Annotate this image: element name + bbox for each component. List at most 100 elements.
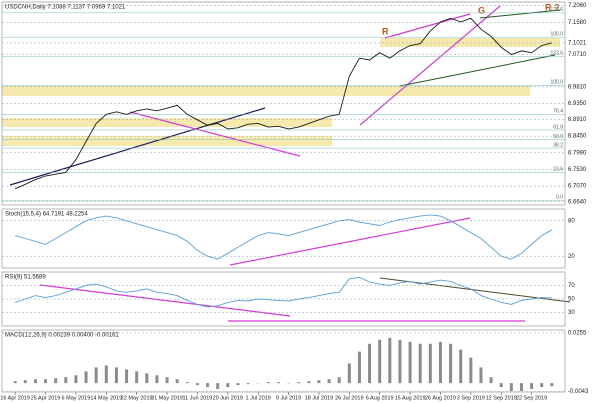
y-tick-label: 6.7070 [568,184,587,190]
x-tick-label: 31 May 2019 [151,395,183,401]
x-tick-label: 14 May 2019 [90,395,122,401]
x-tick-label: 26 Aug 2019 [425,395,456,401]
y-tick-label: 6.9810 [568,84,587,90]
fib-label: 123.6 [550,51,563,57]
bar [266,382,270,384]
trendline [384,13,471,39]
bar [337,377,341,384]
bar [388,337,392,384]
y-tick-label: 20 [568,254,575,260]
y-tick-label: 6.7530 [568,167,587,173]
annotation: R ? [545,2,560,12]
x-tick-label: 3 Sep 2019 [457,395,485,401]
y-tick-label: 6.7990 [568,150,587,156]
bar [74,375,78,384]
annotation: G [478,5,485,15]
series-line [15,276,552,308]
bar [135,371,139,384]
trendline [359,5,501,126]
bar [418,343,422,384]
bar [195,383,199,386]
trendline [39,284,291,317]
x-tick-label: 6 Aug 2019 [366,395,394,401]
bar [530,383,534,390]
fib-label: 61.8 [553,124,563,130]
bar [398,339,402,384]
bar [216,383,220,390]
bar [104,365,108,384]
panel-title: Stoch(15,5,4) 64.7191 48.2254 [5,212,88,218]
bar [64,377,68,384]
y-tick-label: 7.2060 [568,3,587,9]
bar [33,379,37,384]
bar [236,383,240,386]
panel-frame [1,208,566,269]
bar [84,371,88,384]
x-tick-label: 9 Jul 2019 [276,395,301,401]
x-tick-label: 26 Jul 2019 [335,395,363,401]
x-tick-label: 16 Apr 2019 [0,395,30,401]
fib-label: 123.6 [550,7,563,13]
bar [428,343,432,384]
x-tick-label: 6 May 2019 [62,395,91,401]
bar [499,383,503,388]
x-tick-label: 22 May 2019 [121,395,153,401]
y-tick-label: 50 [568,297,575,303]
bar [307,381,311,384]
bar [408,341,412,384]
bar [357,351,361,384]
panel-title: RSI(9) 51.5689 [5,275,46,281]
series-line [15,214,553,260]
bar [125,369,129,384]
x-tick-label: 11 Jun 2019 [182,395,212,401]
bar [297,382,301,384]
bar [509,383,513,392]
y-tick-label: 6.8910 [568,117,587,123]
annotation: R [382,26,389,36]
bar [347,363,351,384]
x-tick-label: 1 Jul 2019 [245,395,270,401]
fib-label: 38.2 [553,142,563,148]
fib-label: 0.0 [556,195,563,201]
bar [438,341,442,384]
bar [54,378,58,384]
panel-title: MACD(12,26,9) 0.00239 0.00400 -0.00161 [5,333,119,339]
x-tick-label: 12 Sep 2019 [486,395,517,401]
series-line [15,17,552,190]
bar [378,339,382,384]
x-tick-label: 18 Jul 2019 [305,395,333,401]
panel-title: USDCNH,Daily 7.1088 7.1137 7.0969 7.1021 [5,5,126,11]
fib-label: 100.0 [550,31,563,37]
bar [155,375,159,384]
bar [94,367,98,384]
bar [276,382,280,384]
x-tick-label: 22 Sep 2019 [516,395,547,401]
trendline [479,9,561,19]
zone-band [380,38,560,47]
trendline [399,54,556,87]
y-tick-label: 6.8450 [568,134,587,140]
bar [175,379,179,384]
bar [550,383,554,387]
panel-frame [1,329,566,393]
x-tick-label: 25 Apr 2019 [31,395,61,401]
bar [185,382,189,384]
zone-band [2,136,332,146]
bar [23,380,27,384]
bar [368,343,372,384]
bar [459,349,463,384]
fib-label: 50.0 [553,134,563,140]
bar [449,343,453,384]
bar [145,373,149,384]
fib-label: 76.4 [553,109,563,115]
bar [165,377,169,384]
y-tick-label: 7.1021 [568,41,587,47]
bar [114,367,118,384]
bar [489,377,493,384]
zone-band [2,118,332,127]
y-tick-label: 7.0710 [568,52,587,58]
bar [13,381,17,384]
y-tick-label: 30 [568,310,575,316]
y-tick-label: 80 [568,218,575,224]
